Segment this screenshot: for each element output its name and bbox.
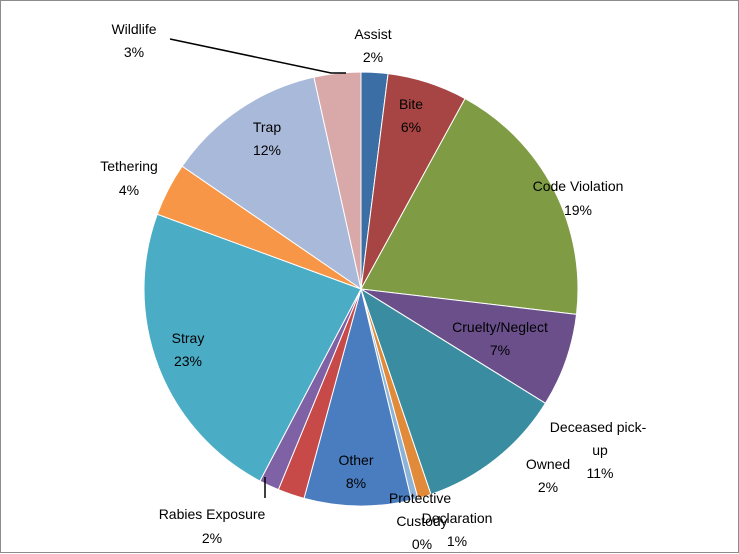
label-owned-value: 2% [538,479,558,495]
label-cruelty-neglect-name: Cruelty/Neglect [452,319,548,335]
label-assist-value: 2% [363,49,383,65]
label-protective-custody-value: 0% [412,536,432,552]
label-code-violation-value: 19% [564,202,592,218]
label-wildlife-value: 3% [124,44,144,60]
pie-slice-code-violation [360,97,579,315]
pie-slice-deceased-pick-up [360,287,547,496]
leader-lines [169,38,346,498]
label-bite-value: 6% [401,119,421,135]
label-rabies-exposure-name: Rabies Exposure [159,506,266,522]
label-wildlife-name: Wildlife [111,21,156,37]
label-declaration-value: 1% [447,533,467,549]
pie-slices [143,71,579,507]
slice-labels: Assist 2% Bite 6% Code Violation 19% Cru… [100,21,650,552]
label-other-value: 8% [346,475,366,491]
label-owned-name: Owned [526,456,570,472]
label-assist-name: Assist [354,26,391,42]
pie-slice-stray [143,213,362,482]
label-tethering-name: Tethering [100,158,158,174]
label-deceased-pickup-value: 11% [587,465,614,481]
label-rabies-exposure-value: 2% [202,530,222,546]
label-stray-value: 23% [174,353,202,369]
label-declaration-name: Declaration [422,510,493,526]
label-deceased-pickup-name: Deceased pick- up [550,419,650,458]
pie-slice-other [303,288,413,507]
label-trap-name: Trap [253,119,281,135]
wildlife-leader-line [169,38,346,74]
label-protective-custody-name: Protective Custody [389,490,455,529]
label-code-violation-name: Code Violation [533,178,624,194]
label-bite-name: Bite [399,96,423,112]
label-other-name: Other [338,452,373,468]
label-tethering-value: 4% [119,182,139,198]
label-stray-name: Stray [172,330,205,346]
pie-slice-trap [181,76,362,291]
label-cruelty-neglect-value: 7% [490,342,510,358]
label-trap-value: 12% [253,142,281,158]
